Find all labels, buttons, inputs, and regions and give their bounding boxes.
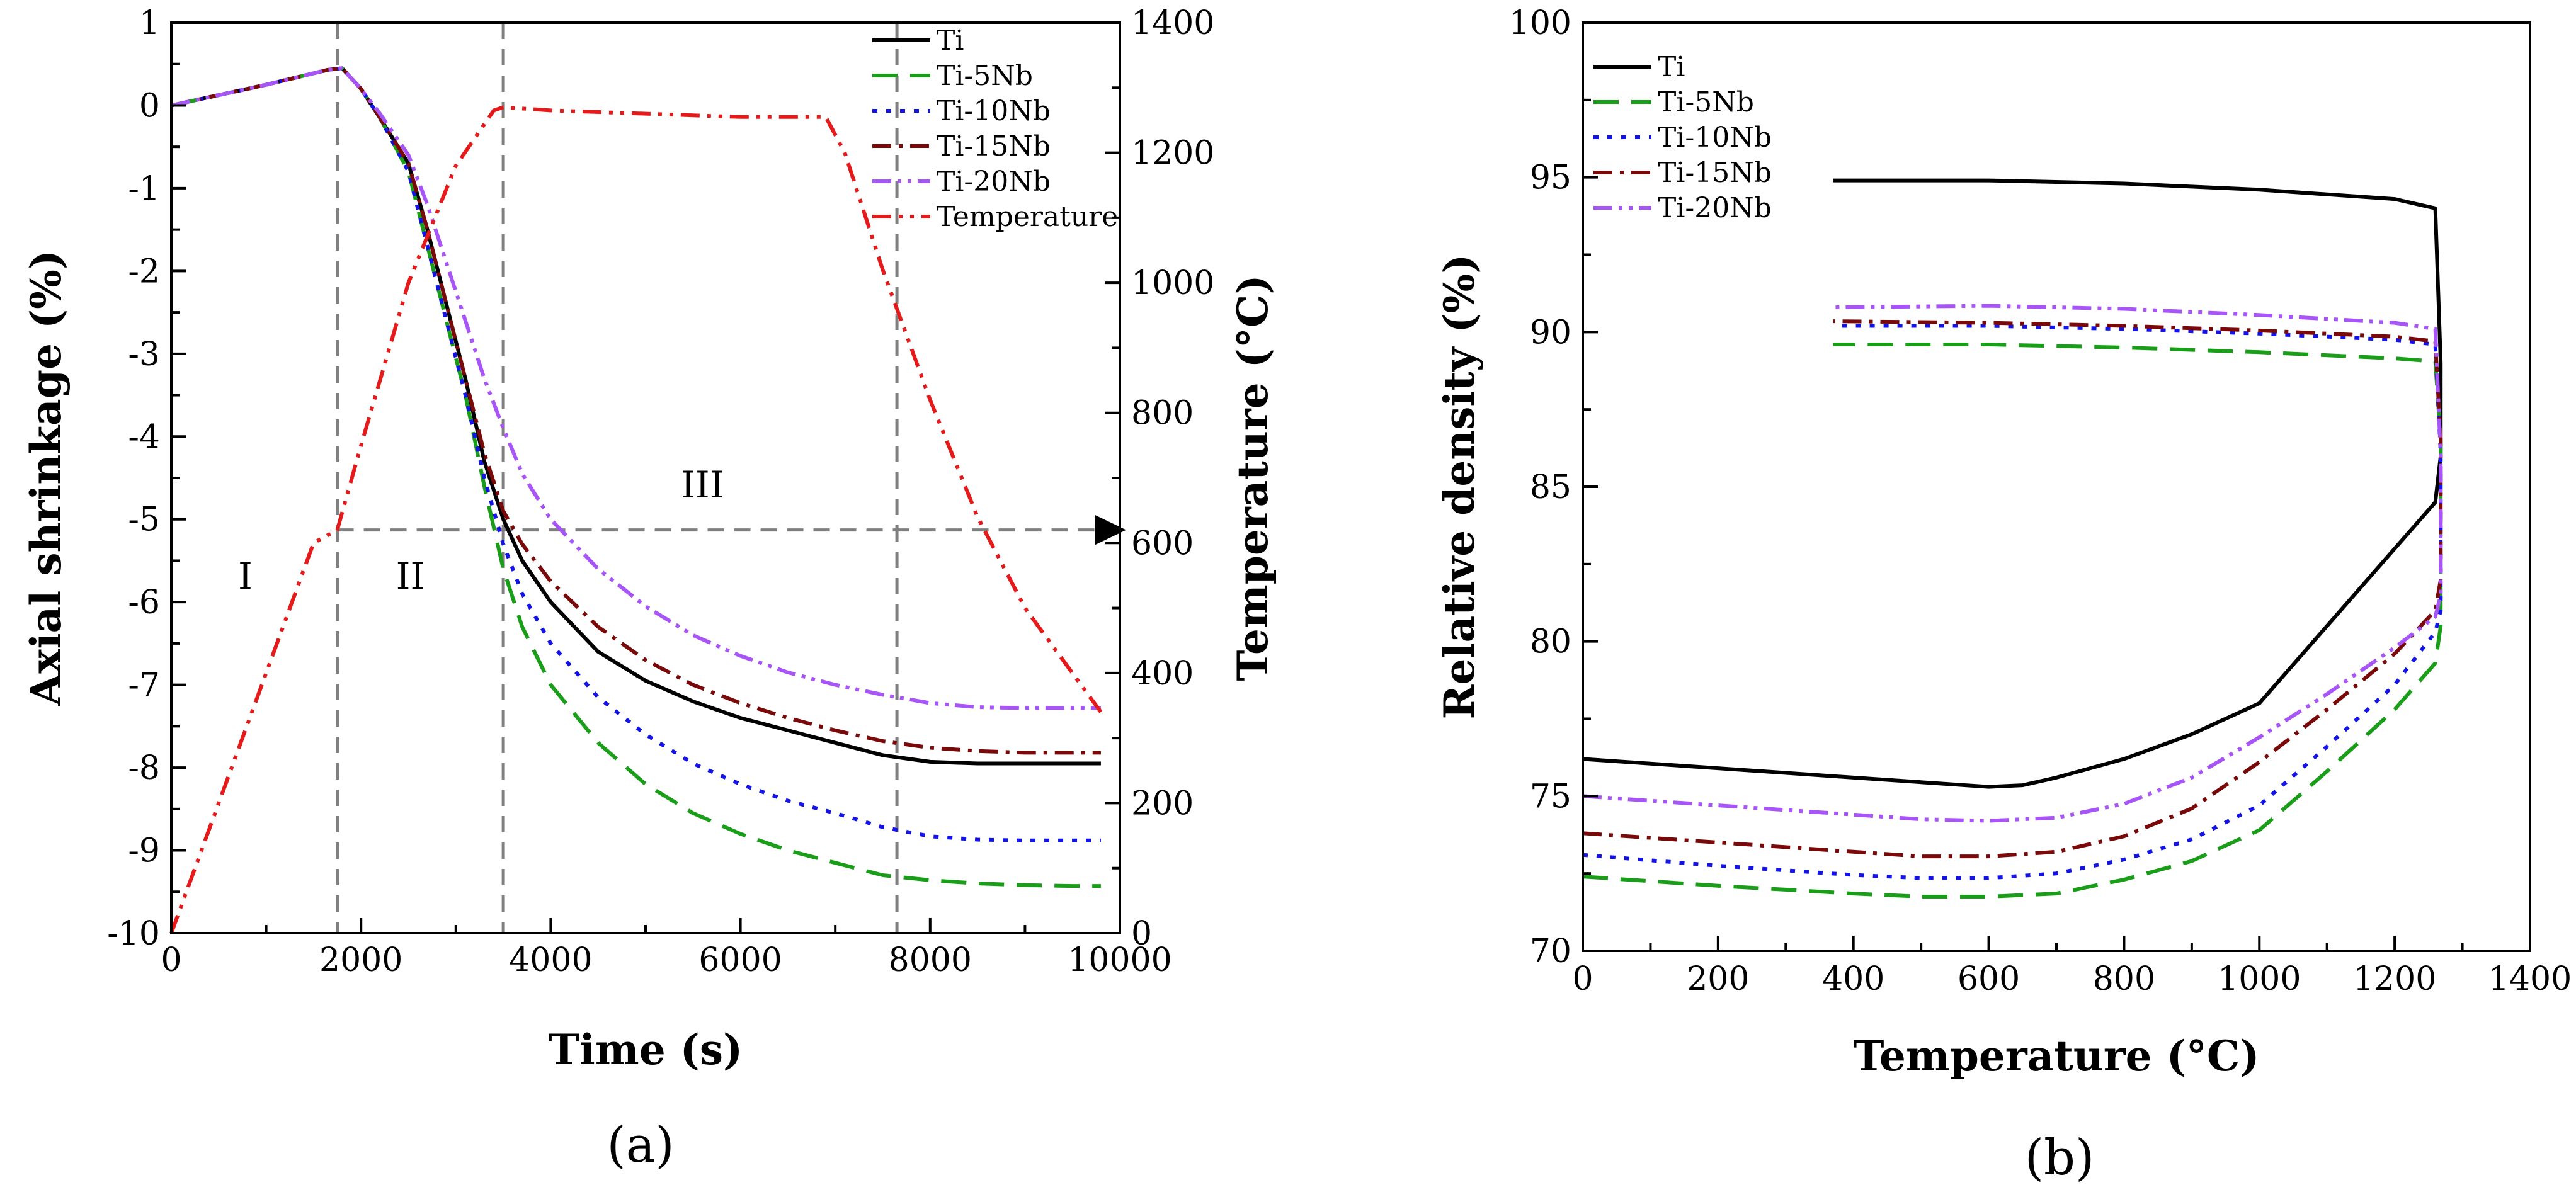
y2-tick-label: 600 xyxy=(1131,525,1194,562)
x-tick-label: 0 xyxy=(161,941,181,979)
x-tick-label: 400 xyxy=(1822,960,1884,998)
x-tick-label: 1000 xyxy=(2218,960,2301,998)
y-axis-title: Axial shrinkage (%) xyxy=(21,250,71,706)
y-tick-label: 90 xyxy=(1530,314,1571,351)
y2-tick-label: 1200 xyxy=(1131,135,1214,173)
legend-label: Ti xyxy=(1658,51,1685,83)
panel-label-a: (a) xyxy=(607,1117,674,1174)
panel-a: 0 2000 4000 6000 8000 1000010-1-2-3-4-5-6-7-8… xyxy=(21,4,1277,1174)
x-tick-label: 6000 xyxy=(698,941,782,979)
series-line-ti-5nb xyxy=(1582,343,2443,899)
y-tick-label: -2 xyxy=(128,252,160,290)
panel-b: 0 200 400 600 800 1000 1200 1400 100 95 90 85 80 75 70… xyxy=(1435,4,2572,1186)
y-tick-label: 85 xyxy=(1530,468,1571,506)
legend-label: Ti-15Nb xyxy=(937,130,1051,162)
x-tick-label: 1400 xyxy=(2488,960,2572,998)
region-label-ii: II xyxy=(396,555,425,598)
region-label-iii: III xyxy=(681,463,724,506)
y2-tick-label: 800 xyxy=(1131,395,1194,433)
y-tick-label: 70 xyxy=(1530,933,1571,970)
y2-tick-label: 1400 xyxy=(1131,4,1214,42)
legend-label: Ti-10Nb xyxy=(1658,122,1772,154)
y2-tick-label: 400 xyxy=(1131,655,1194,693)
x-axis-title: Temperature (°C) xyxy=(1853,1031,2259,1081)
y-tick-label: -4 xyxy=(128,418,160,456)
series-line-temperature xyxy=(169,105,1103,934)
series-line-ti-10nb xyxy=(1582,324,2443,880)
x-tick-label: 1200 xyxy=(2353,960,2436,998)
y-tick-label: -1 xyxy=(128,170,160,208)
series-line-ti-20nb xyxy=(171,66,1101,710)
x-tick-label: 0 xyxy=(1572,960,1593,998)
y-axis-title: Relative density (%) xyxy=(1435,254,1484,720)
y-tick-label: 75 xyxy=(1530,778,1571,815)
series-line-ti xyxy=(1582,178,2443,789)
legend-label: Ti-20Nb xyxy=(937,166,1051,198)
x-tick-label: 600 xyxy=(1958,960,2020,998)
x-tick-label: 4000 xyxy=(509,941,592,979)
region-label-i: I xyxy=(238,555,253,598)
x-tick-label: 10000 xyxy=(1068,941,1171,979)
legend-label: Ti-20Nb xyxy=(1658,192,1772,224)
x-tick-label: 200 xyxy=(1687,960,1749,998)
legend-label: Ti-10Nb xyxy=(937,95,1051,127)
x-tick-label: 2000 xyxy=(319,941,402,979)
y-tick-label: 80 xyxy=(1530,623,1571,661)
legend-label: Ti-15Nb xyxy=(1658,157,1772,189)
arrow-head xyxy=(1095,514,1126,545)
y-tick-label: 95 xyxy=(1530,159,1571,197)
x-tick-label: 800 xyxy=(2093,960,2155,998)
y-tick-label: 1 xyxy=(139,4,160,42)
y-tick-label: -8 xyxy=(128,749,160,787)
legend-label: Ti-5Nb xyxy=(1658,86,1754,118)
y2-tick-label: 0 xyxy=(1131,915,1152,953)
y-tick-label: -3 xyxy=(128,336,160,373)
x-axis-title: Time (s) xyxy=(549,1025,743,1074)
y-tick-label: -9 xyxy=(128,832,160,870)
x-tick-label: 8000 xyxy=(889,941,972,979)
y-tick-label: 100 xyxy=(1509,4,1571,42)
legend-label: Ti xyxy=(937,25,964,57)
y-tick-label: -5 xyxy=(128,501,160,539)
y-tick-label: -10 xyxy=(107,915,160,953)
y2-axis-title: Temperature (°C) xyxy=(1228,275,1277,681)
y-tick-label: -6 xyxy=(128,584,160,621)
legend-label: Ti-5Nb xyxy=(937,60,1033,92)
panel-label-b: (b) xyxy=(2025,1130,2095,1186)
y2-tick-label: 200 xyxy=(1131,785,1194,822)
series-line-ti-20nb xyxy=(1582,304,2443,823)
series-line-ti-15nb xyxy=(171,66,1101,755)
legend-label: Temperature xyxy=(937,201,1118,233)
y2-tick-label: 1000 xyxy=(1131,264,1214,302)
y-tick-label: 0 xyxy=(139,87,160,125)
y-tick-label: -7 xyxy=(128,667,160,705)
series-line-ti-15nb xyxy=(1582,319,2443,859)
